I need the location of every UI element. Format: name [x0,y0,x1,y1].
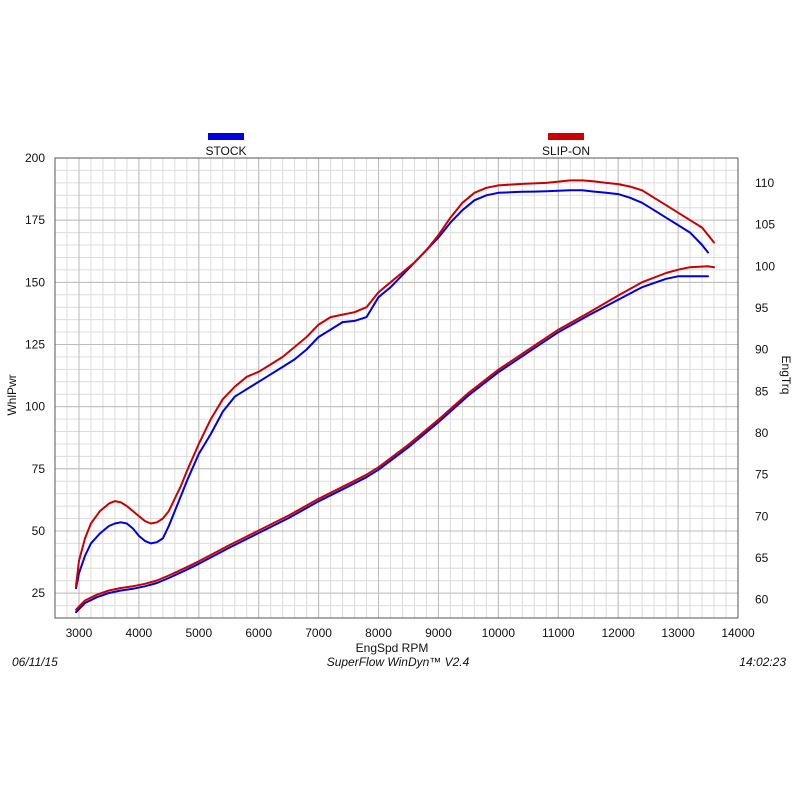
y-right-tick-label: 105 [755,218,775,232]
legend-swatch-slip-on [548,133,584,140]
y-right-tick-label: 90 [755,343,769,357]
x-axis-title: EngSpd RPM [356,641,429,655]
series-line-slip-on-whlpwr [75,179,715,587]
x-tick-label: 5000 [185,626,212,640]
y-left-tick-label: 100 [25,400,45,414]
y-left-tick-label: 175 [25,213,45,227]
series-line-stock-engtrq [75,275,709,614]
y-left-tick-label: 200 [25,151,45,165]
y-right-tick-label: 100 [755,259,775,273]
x-tick-label: 10000 [482,626,516,640]
y-right-tick-label: 60 [755,593,769,607]
y-right-tick-label: 70 [755,509,769,523]
series-lines [75,179,715,614]
y-right-tick-label: 80 [755,426,769,440]
y-left-tick-label: 150 [25,275,45,289]
footer-time: 14:02:23 [739,655,786,669]
y-right-tick-label: 65 [755,551,769,565]
legend: STOCK SLIP-ON [205,133,590,158]
x-tick-label: 13000 [661,626,695,640]
y-left-axis-ticks: 25 50 75 100 125 150 175 200 [25,151,45,600]
y-left-tick-label: 50 [32,524,46,538]
legend-label-stock: STOCK [205,144,246,158]
x-tick-label: 9000 [425,626,452,640]
y-right-tick-label: 85 [755,384,769,398]
y-right-axis-title: EngTrq [779,356,793,395]
series-line-stock-whlpwr [75,189,709,590]
x-tick-label: 12000 [601,626,635,640]
y-left-tick-label: 75 [32,462,46,476]
x-tick-label: 11000 [542,626,575,640]
y-right-tick-label: 95 [755,301,769,315]
x-axis-ticks: 3000 4000 5000 6000 7000 8000 9000 10000 11000 12… [66,626,755,640]
x-tick-label: 6000 [245,626,272,640]
x-tick-label: 3000 [66,626,93,640]
plot-frame [54,157,739,619]
footer-software: SuperFlow WinDyn™ V2.4 [327,655,470,669]
series-line-slip-on-engtrq [75,265,715,611]
footer-date: 06/11/15 [12,655,58,669]
x-tick-label: 8000 [365,626,392,640]
major-grid [55,157,739,618]
y-left-axis-title: WhlPwr [5,374,19,415]
y-right-tick-label: 75 [755,468,769,482]
x-tick-label: 14000 [721,626,755,640]
y-right-tick-label: 110 [755,176,774,190]
x-tick-label: 4000 [126,626,153,640]
legend-swatch-stock [208,133,244,140]
x-tick-label: 7000 [305,626,332,640]
y-left-tick-label: 125 [25,337,45,351]
y-right-axis-ticks: 60 65 70 75 80 85 90 95 100 105 110 [755,176,775,607]
legend-label-slip-on: SLIP-ON [542,144,590,158]
minor-grid [54,157,739,619]
y-left-tick-label: 25 [32,586,46,600]
